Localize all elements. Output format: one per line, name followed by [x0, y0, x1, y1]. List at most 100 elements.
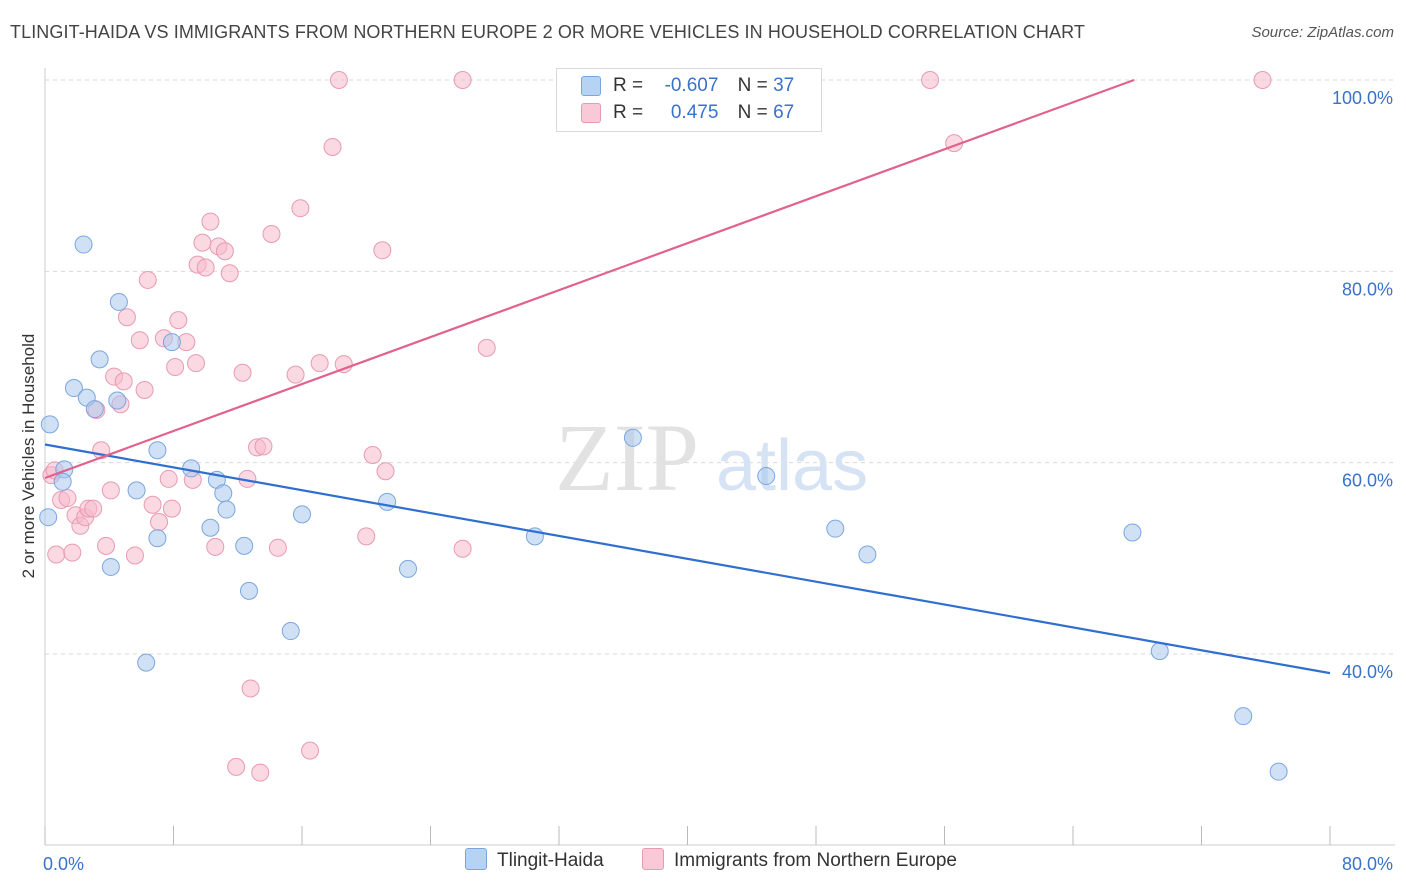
immigrants-point [477, 338, 496, 357]
immigrants-point [453, 71, 472, 89]
immigrants-point [84, 499, 103, 518]
immigrants-point [227, 757, 246, 776]
immigrants-point [1253, 71, 1272, 89]
immigrants-point [101, 481, 120, 500]
x-tick-label: 0.0% [43, 854, 84, 874]
immigrants-point [193, 233, 212, 252]
axes [44, 68, 1395, 846]
legend-n-value: 37 [773, 75, 795, 96]
tlingit-point [64, 379, 83, 398]
legend-n-label: N = [737, 102, 768, 123]
immigrants-point [301, 741, 320, 760]
y-tick-labels: 40.0% 60.0% 80.0% 100.0% [1332, 88, 1393, 682]
chart-title: TLINGIT-HAIDA VS IMMIGRANTS FROM NORTHER… [10, 22, 1085, 42]
immigrants-point [206, 537, 225, 556]
tlingit-point [214, 484, 233, 503]
tlingit-point [1150, 642, 1169, 661]
immigrants-point [262, 225, 281, 244]
immigrants-point [159, 469, 178, 488]
legend-swatch-pink [581, 102, 601, 123]
immigrants-point [376, 462, 395, 481]
legend-r-label: R = [613, 102, 644, 123]
immigrants-point [97, 536, 116, 555]
tlingit-trend-line [44, 443, 1331, 675]
immigrants-point [47, 545, 66, 564]
tlingit-point [148, 529, 167, 548]
tlingit-point [399, 559, 418, 578]
legend-item-tlingit: Tlingit-Haida [465, 848, 604, 872]
immigrants-point [166, 358, 185, 376]
immigrants-point [63, 543, 82, 562]
tlingit-point [85, 400, 104, 419]
tlingit-point [109, 292, 128, 311]
legend-r-label: R = [613, 75, 644, 96]
watermark-atlas: atlas [716, 426, 868, 506]
immigrants-point [162, 499, 181, 518]
y-tick-label: 40.0% [1342, 662, 1393, 682]
tlingit-point [39, 508, 58, 527]
stats-legend: R = -0.607 N = 37 R = 0.475 N = 67 [556, 68, 822, 132]
tlingit-point [90, 350, 109, 369]
immigrants-point [241, 679, 260, 698]
y-tick-label: 100.0% [1332, 88, 1393, 108]
y-axis-title: 2 or more Vehicles in Household [19, 334, 38, 579]
immigrants-point [220, 264, 239, 283]
tlingit-point [74, 235, 93, 254]
tlingit-point [757, 467, 776, 486]
immigrants-point [268, 538, 287, 557]
series-legend: Tlingit-Haida Immigrants from Northern E… [0, 848, 1406, 878]
immigrants-trend-line [44, 78, 1135, 480]
legend-item-immigrants: Immigrants from Northern Europe [642, 848, 957, 872]
trend-lines [44, 78, 1331, 675]
immigrants-point [254, 437, 273, 456]
immigrants-point [215, 242, 234, 261]
immigrants-point [58, 489, 77, 508]
immigrants-point [233, 363, 252, 382]
immigrants-point [921, 71, 940, 89]
tlingit-point [108, 391, 127, 410]
tlingit-point [101, 557, 120, 576]
immigrants-point [310, 354, 329, 373]
tlingit-point [148, 441, 167, 460]
tlingit-point [858, 545, 877, 564]
immigrants-point [323, 137, 342, 156]
immigrants-point [138, 270, 157, 289]
legend-row-immigrants: R = 0.475 N = 67 [581, 102, 794, 128]
immigrants-point [125, 546, 144, 565]
legend-label-tlingit: Tlingit-Haida [497, 850, 604, 872]
tlingit-point [162, 333, 181, 352]
watermark: ZIP atlas [555, 404, 868, 511]
immigrants-point [135, 380, 154, 399]
tlingit-point [623, 428, 642, 447]
immigrants-point [130, 331, 149, 350]
tlingit-point [1123, 523, 1142, 542]
immigrants-point [169, 311, 188, 330]
tlingit-point [1269, 762, 1288, 781]
tlingit-point [127, 481, 146, 500]
immigrants-point [373, 241, 392, 260]
tlingit-point [293, 505, 311, 524]
legend-label-immigrants: Immigrants from Northern Europe [674, 850, 957, 872]
immigrants-point [114, 372, 133, 391]
legend-n-value: 67 [773, 102, 795, 123]
x-tick-labels: 0.0% 80.0% [43, 854, 1393, 874]
immigrants-point [117, 308, 136, 327]
x-tick-label: 80.0% [1342, 854, 1393, 874]
legend-r-value: -0.607 [664, 75, 719, 96]
tlingit-point [239, 581, 258, 600]
tlingit-point [137, 653, 156, 672]
legend-swatch-blue [465, 848, 487, 870]
immigrants-point [196, 258, 215, 277]
tlingit-point [217, 500, 236, 519]
tlingit-point [235, 536, 254, 555]
watermark-zip: ZIP [555, 404, 699, 511]
legend-r-value: 0.475 [670, 102, 719, 123]
immigrants-point [329, 71, 348, 89]
tlingit-point [53, 472, 72, 491]
immigrants-point [363, 446, 382, 465]
y-tick-label: 80.0% [1342, 279, 1393, 299]
tlingit-point [201, 518, 220, 537]
tlingit-point [281, 622, 300, 641]
immigrants-point [143, 495, 162, 514]
